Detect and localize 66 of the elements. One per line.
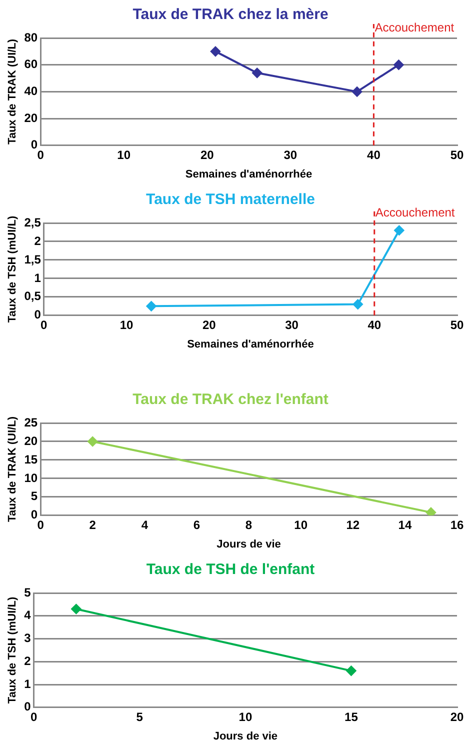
y-tick-label: 10: [24, 470, 38, 485]
x-tick-label: 20: [200, 148, 214, 162]
x-tick-label: 20: [450, 710, 464, 724]
x-axis-title: Semaines d'aménorrhée: [185, 168, 312, 180]
y-tick-label: 2: [24, 654, 32, 668]
x-tick-label: 10: [238, 710, 252, 724]
point: [210, 46, 220, 56]
x-axis-title: Jours de vie: [216, 538, 281, 550]
y-tick-label: 80: [24, 30, 38, 44]
y-tick-label: 20: [24, 434, 38, 448]
x-tick-label: 6: [193, 518, 200, 532]
point: [252, 68, 262, 78]
y-tick-label: 40: [24, 84, 38, 98]
x-tick-label: 40: [367, 148, 381, 162]
x-tick-label: 40: [368, 318, 382, 332]
point: [394, 225, 404, 236]
y-tick-label: 1: [34, 270, 42, 285]
x-tick-label: 30: [285, 318, 299, 332]
y-tick-label: 1: [24, 676, 32, 691]
y-tick-label: 0,5: [24, 289, 42, 304]
x-tick-label: 10: [117, 148, 131, 162]
y-tick-label: 2,5: [24, 215, 42, 230]
x-tick-label: 10: [294, 518, 308, 532]
x-tick-label: 30: [284, 148, 298, 162]
chart-title: Taux de TRAK chez la mère: [132, 6, 328, 24]
y-tick-label: 4: [24, 608, 32, 622]
y-axis-title: Taux de TSH (mUI/L): [6, 596, 19, 704]
x-tick-label: 16: [450, 518, 464, 532]
x-tick-label: 4: [141, 518, 148, 532]
x-tick-label: 15: [344, 710, 358, 724]
x-tick-label: 5: [136, 710, 144, 724]
x-tick-label: 14: [398, 518, 412, 532]
point: [352, 86, 362, 97]
y-tick-label: 60: [24, 57, 38, 72]
y-tick-label: 3: [24, 631, 32, 646]
x-tick-label: 10: [120, 318, 134, 332]
chart-title: Taux de TSH de l'enfant: [146, 561, 315, 578]
x-tick-label: 50: [450, 148, 464, 162]
y-tick-label: 0: [30, 508, 38, 522]
y-tick-label: 2: [34, 234, 42, 248]
y-tick-label: 20: [24, 110, 38, 125]
point: [146, 301, 156, 312]
x-tick-label: 8: [245, 518, 252, 532]
y-tick-label: 15: [24, 452, 38, 466]
ref-line-label: Accouchement: [375, 205, 456, 220]
x-tick-label: 2: [89, 518, 96, 532]
ref-line-label: Accouchement: [374, 20, 455, 34]
x-axis-title: Semaines d'aménorrhée: [187, 338, 314, 350]
x-tick-label: 12: [346, 518, 360, 532]
y-tick-label: 1,5: [24, 252, 42, 266]
y-tick-label: 0: [24, 700, 32, 714]
x-axis-title: Jours de vie: [213, 730, 278, 742]
point: [394, 60, 404, 70]
y-tick-label: 5: [30, 489, 38, 504]
x-tick-label: 20: [202, 318, 216, 332]
y-axis-title: Taux de TSH (mUI/L): [6, 215, 19, 323]
y-axis-title: Taux de TRAK (UI/L): [6, 416, 19, 522]
chart-title: Taux de TSH maternelle: [146, 191, 315, 208]
y-tick-label: 0: [34, 308, 42, 322]
x-tick-label: 50: [450, 318, 464, 332]
y-tick-label: 25: [24, 415, 38, 430]
y-axis-title: Taux de TRAK (UI/L): [6, 38, 19, 144]
y-tick-label: 5: [24, 585, 32, 600]
point: [352, 299, 363, 310]
y-tick-label: 0: [30, 138, 38, 152]
chart-title: Taux de TRAK chez l'enfant: [132, 391, 328, 408]
